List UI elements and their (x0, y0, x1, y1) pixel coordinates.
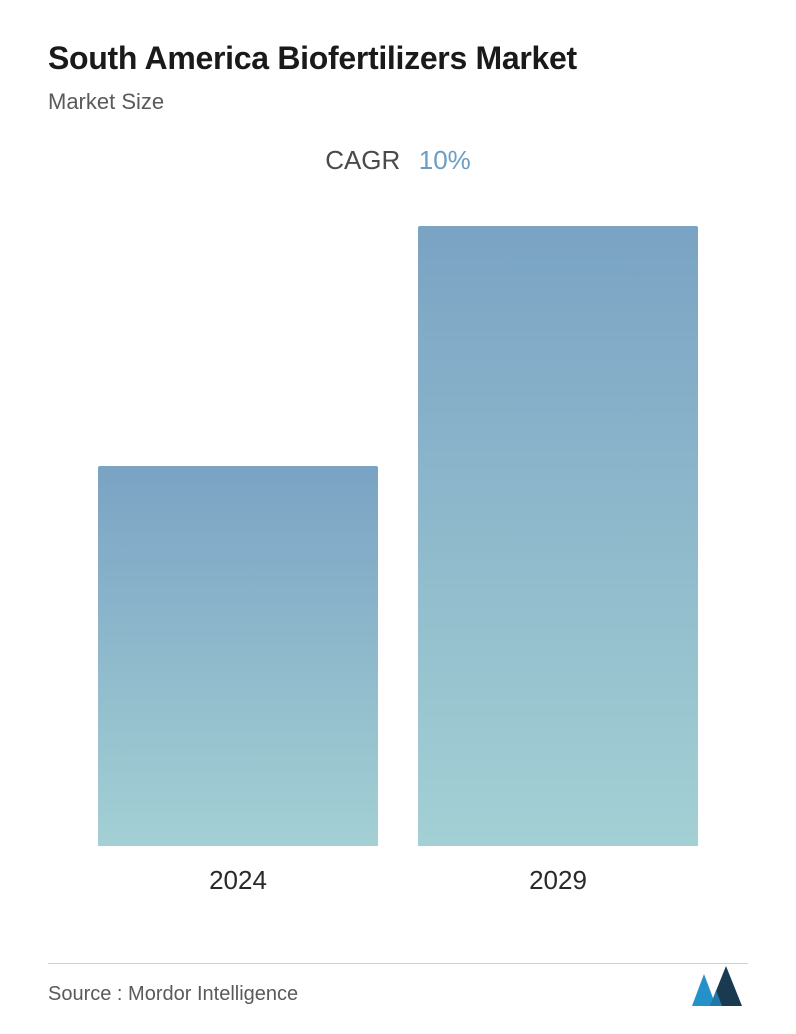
cagr-label: CAGR (325, 145, 400, 176)
cagr-value: 10% (419, 145, 471, 176)
x-axis-labels: 2024 2029 (78, 865, 718, 896)
mordor-logo-icon (692, 966, 748, 1006)
bar-0 (98, 466, 378, 846)
chart-subtitle: Market Size (48, 89, 748, 115)
cagr-container: CAGR 10% (48, 145, 748, 176)
bars-container (78, 226, 718, 846)
chart-area: 2024 2029 (78, 226, 718, 896)
footer: Source : Mordor Intelligence (48, 966, 748, 1006)
source-attribution: Source : Mordor Intelligence (48, 983, 298, 1006)
bar-group-0 (98, 466, 378, 846)
x-label-1: 2029 (418, 865, 698, 896)
chart-title: South America Biofertilizers Market (48, 40, 748, 77)
bar-group-1 (418, 226, 698, 846)
source-name: Mordor Intelligence (128, 983, 298, 1005)
x-label-0: 2024 (98, 865, 378, 896)
bar-1 (418, 226, 698, 846)
footer-separator (48, 963, 748, 964)
source-label: Source : (48, 983, 128, 1005)
